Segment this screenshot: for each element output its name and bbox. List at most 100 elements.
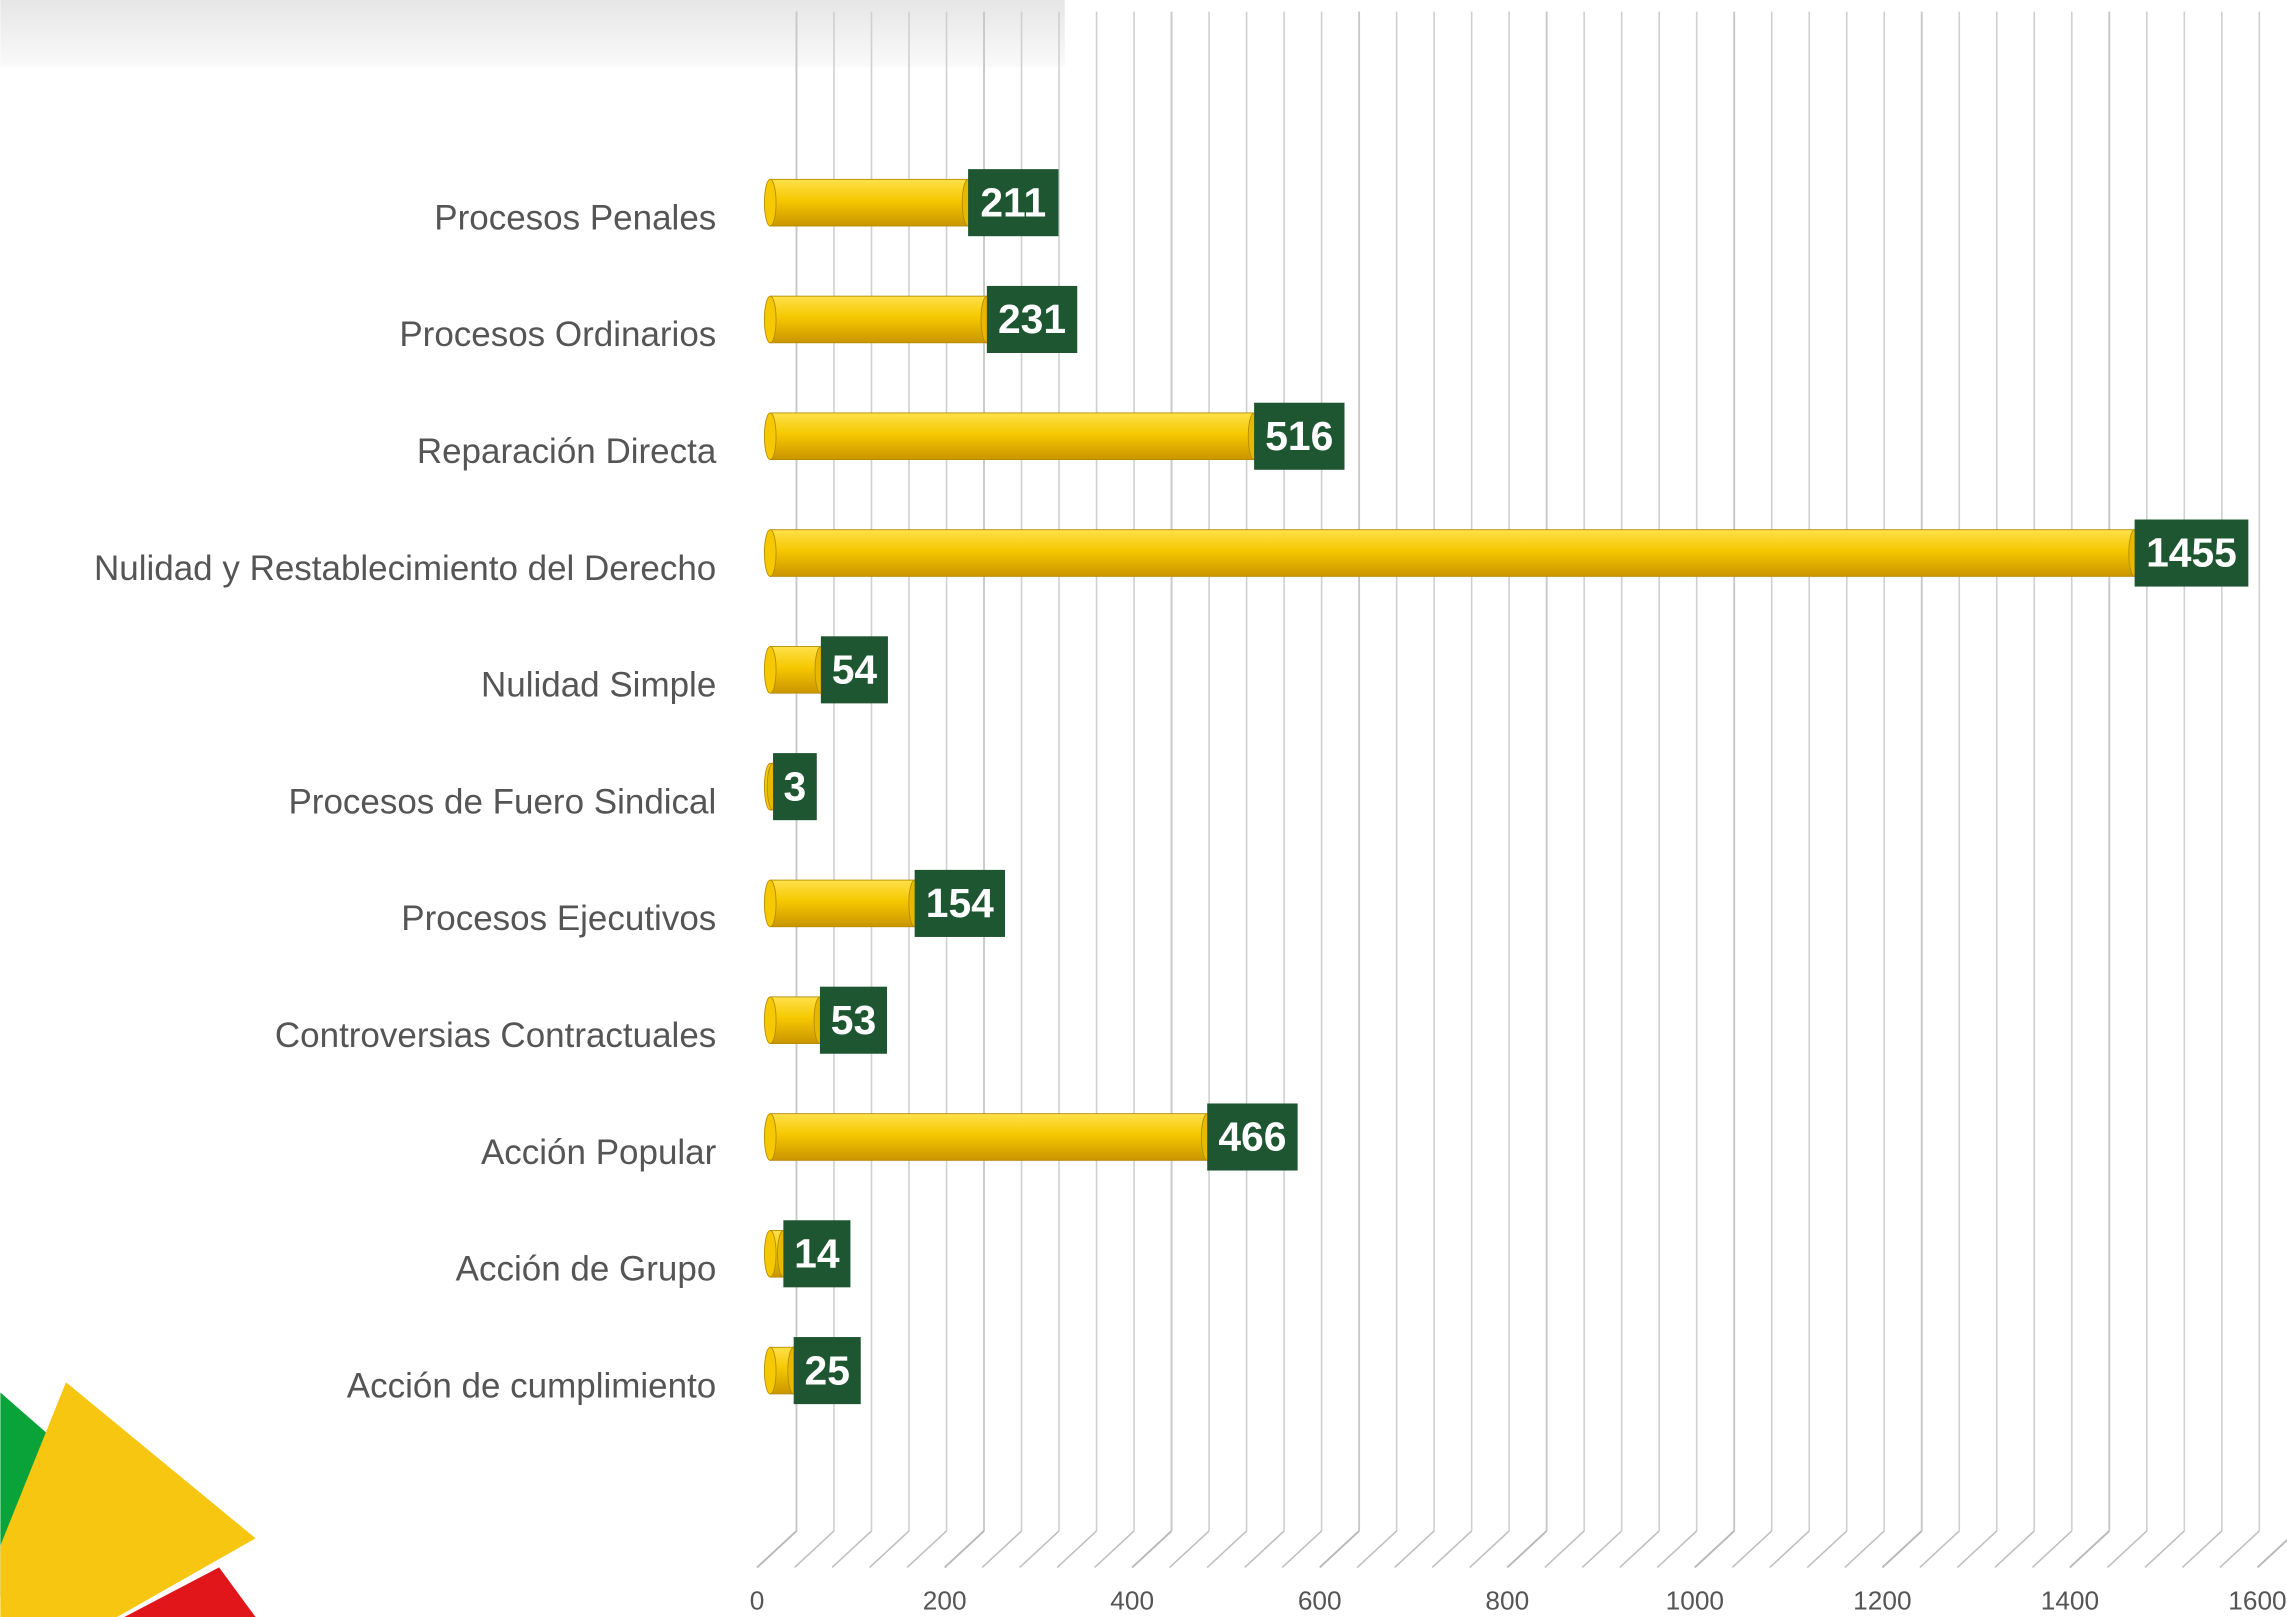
value-label-box <box>819 986 888 1054</box>
minor-tick-mark <box>1619 1530 1660 1569</box>
value-label: 3 <box>784 763 807 809</box>
value-label: 1455 <box>2146 530 2237 576</box>
category-label: Controversias Contractuales <box>275 1016 716 1055</box>
minor-tick-mark <box>1356 1530 1398 1569</box>
bar <box>769 295 988 344</box>
x-tick-label: 200 <box>923 1585 967 1615</box>
bar-group: 3 <box>763 753 817 821</box>
tick-mark <box>1881 1530 1923 1569</box>
minor-tick-mark <box>1431 1530 1473 1569</box>
minor-tick-mark <box>906 1530 948 1569</box>
bar-cap <box>763 879 777 928</box>
value-label-box <box>2134 519 2249 587</box>
bar-cap <box>763 412 777 461</box>
decor-yellow <box>0 1382 256 1617</box>
bar-cap <box>763 295 777 344</box>
tick-mark <box>1506 1530 1548 1569</box>
minor-tick-mark <box>1206 1530 1248 1569</box>
bar-group: 516 <box>763 402 1345 470</box>
value-label: 53 <box>831 997 876 1043</box>
x-tick-label: 1200 <box>1853 1585 1911 1615</box>
bar-cap <box>763 1113 777 1161</box>
tick-mark <box>2256 1538 2287 1569</box>
minor-tick-mark <box>1919 1530 1960 1569</box>
bar <box>769 178 969 227</box>
minor-tick-mark <box>2144 1530 2185 1569</box>
bar-group: 211 <box>763 169 1059 237</box>
minor-tick-mark <box>2181 1530 2223 1569</box>
bar <box>769 646 822 694</box>
value-label-box <box>820 636 888 704</box>
bar-group: 14 <box>763 1220 851 1288</box>
tick-mark <box>1694 1530 1735 1569</box>
x-tick-label: 600 <box>1298 1585 1342 1615</box>
minor-tick-mark <box>1281 1530 1323 1569</box>
bar-group: 25 <box>763 1337 861 1405</box>
value-label-box <box>986 285 1078 353</box>
value-label-box <box>968 169 1059 237</box>
value-label: 211 <box>980 179 1046 225</box>
category-label: Nulidad y Restablecimiento del Derecho <box>94 549 716 588</box>
minor-tick-mark <box>1956 1530 1998 1569</box>
value-label-box <box>793 1337 861 1405</box>
minor-tick-mark <box>2031 1530 2073 1569</box>
minor-tick-mark <box>1469 1530 1510 1569</box>
minor-tick-mark <box>1806 1530 1848 1569</box>
category-label: Reparación Directa <box>417 432 717 471</box>
header-shade <box>0 0 1065 68</box>
bar-cap <box>763 646 777 694</box>
value-label: 14 <box>794 1230 840 1276</box>
bar <box>769 996 821 1044</box>
value-label: 466 <box>1218 1114 1286 1160</box>
bar-group: 53 <box>763 986 888 1054</box>
value-label: 54 <box>832 647 878 693</box>
minor-tick-mark <box>1394 1530 1435 1569</box>
value-label: 231 <box>998 296 1066 342</box>
value-label: 25 <box>805 1347 850 1393</box>
value-label: 154 <box>926 880 994 926</box>
category-label: Procesos de Fuero Sindical <box>288 782 716 821</box>
bar-cap <box>763 996 777 1044</box>
x-tick-label: 400 <box>1110 1585 1154 1615</box>
minor-tick-mark <box>1169 1530 1210 1569</box>
bar-cap <box>763 1230 777 1278</box>
value-label-box <box>783 1220 851 1288</box>
tick-mark <box>944 1530 985 1569</box>
category-label: Procesos Ejecutivos <box>401 899 716 938</box>
tick-mark <box>756 1530 798 1569</box>
bar-group: 54 <box>763 636 888 704</box>
bar-group: 231 <box>763 285 1078 353</box>
category-label: Acción Popular <box>481 1133 717 1172</box>
minor-tick-mark <box>1844 1530 1885 1569</box>
minor-tick-mark <box>1094 1530 1135 1569</box>
tick-mark <box>1131 1530 1173 1569</box>
minor-tick-mark <box>2219 1530 2260 1569</box>
plot: Procesos Penales 211 Procesos Ordinarios 23… <box>94 169 2249 1405</box>
minor-tick-mark <box>1056 1530 1098 1569</box>
bar <box>769 412 1255 461</box>
minor-tick-mark <box>794 1530 835 1569</box>
category-label: Acción de Grupo <box>456 1250 717 1289</box>
minor-tick-mark <box>869 1530 910 1569</box>
minor-tick-mark <box>1656 1530 1698 1569</box>
minor-tick-mark <box>1544 1530 1585 1569</box>
x-tick-label: 1000 <box>1666 1585 1724 1615</box>
x-tick-label: 1600 <box>2228 1585 2286 1615</box>
minor-tick-mark <box>1244 1530 1285 1569</box>
decor-red <box>124 1567 256 1617</box>
tick-mark <box>2069 1530 2110 1569</box>
x-tick-label: 800 <box>1485 1585 1529 1615</box>
minor-tick-mark <box>981 1530 1023 1569</box>
grid: 0 200 400 600 800 1000 1200 1400 1600 <box>750 11 2287 1615</box>
minor-tick-mark <box>2106 1530 2148 1569</box>
bar-group: 466 <box>763 1103 1298 1171</box>
bar <box>769 1113 1208 1161</box>
category-label: Procesos Penales <box>434 198 716 237</box>
minor-tick-mark <box>1581 1530 1623 1569</box>
x-tick-label: 0 <box>750 1585 765 1615</box>
bar-group: 1455 <box>763 519 2249 587</box>
minor-tick-mark <box>831 1530 873 1569</box>
bar <box>769 529 2136 577</box>
bar <box>769 879 916 928</box>
